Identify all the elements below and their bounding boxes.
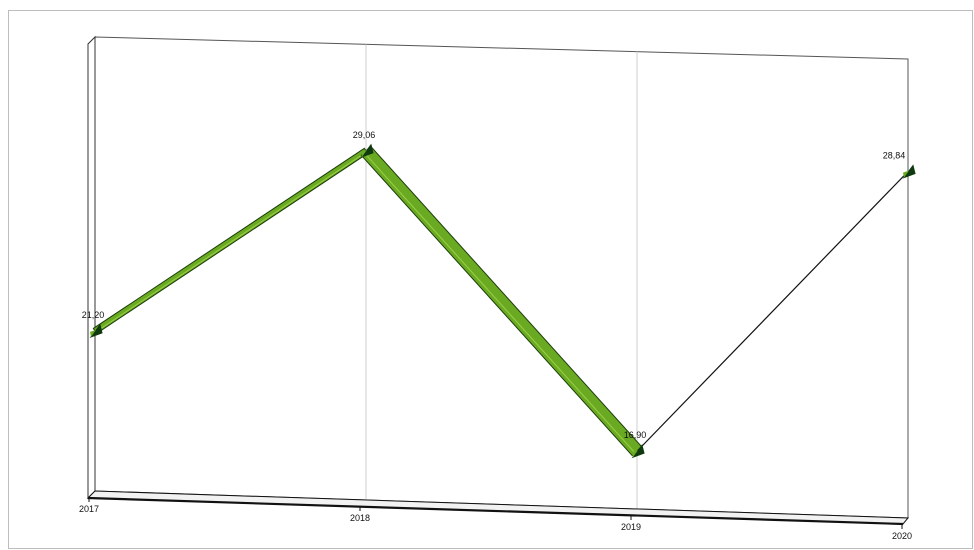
plot-back-wall xyxy=(94,36,909,519)
data-marker-face-2017 xyxy=(90,329,96,337)
x-tick-label-2018: 2018 xyxy=(350,513,370,523)
data-marker-2018 xyxy=(360,143,374,158)
data-marker-2020 xyxy=(902,164,916,179)
x-tick-label-2020: 2020 xyxy=(892,531,912,541)
series-segment-3 xyxy=(636,171,909,452)
data-marker-face-2019 xyxy=(632,450,638,458)
data-marker-face-2020 xyxy=(903,170,909,178)
x-tick-label-2017: 2017 xyxy=(79,504,99,514)
data-label-2017: 21,20 xyxy=(82,310,105,320)
data-marker-face-2018 xyxy=(361,149,367,157)
series-segment-highlight-1 xyxy=(95,151,367,333)
left-depth-wall xyxy=(87,35,96,500)
data-label-2018: 29,06 xyxy=(353,130,376,140)
x-tick-label-2019: 2019 xyxy=(621,522,641,532)
data-marker-2019 xyxy=(631,444,645,459)
series-segment-highlight-2 xyxy=(363,152,636,454)
data-label-2019: 16,90 xyxy=(624,430,647,440)
data-label-2020: 28,84 xyxy=(883,151,906,161)
x-axis xyxy=(87,496,904,526)
series-segment-1 xyxy=(92,147,369,335)
data-marker-2017 xyxy=(89,323,103,338)
